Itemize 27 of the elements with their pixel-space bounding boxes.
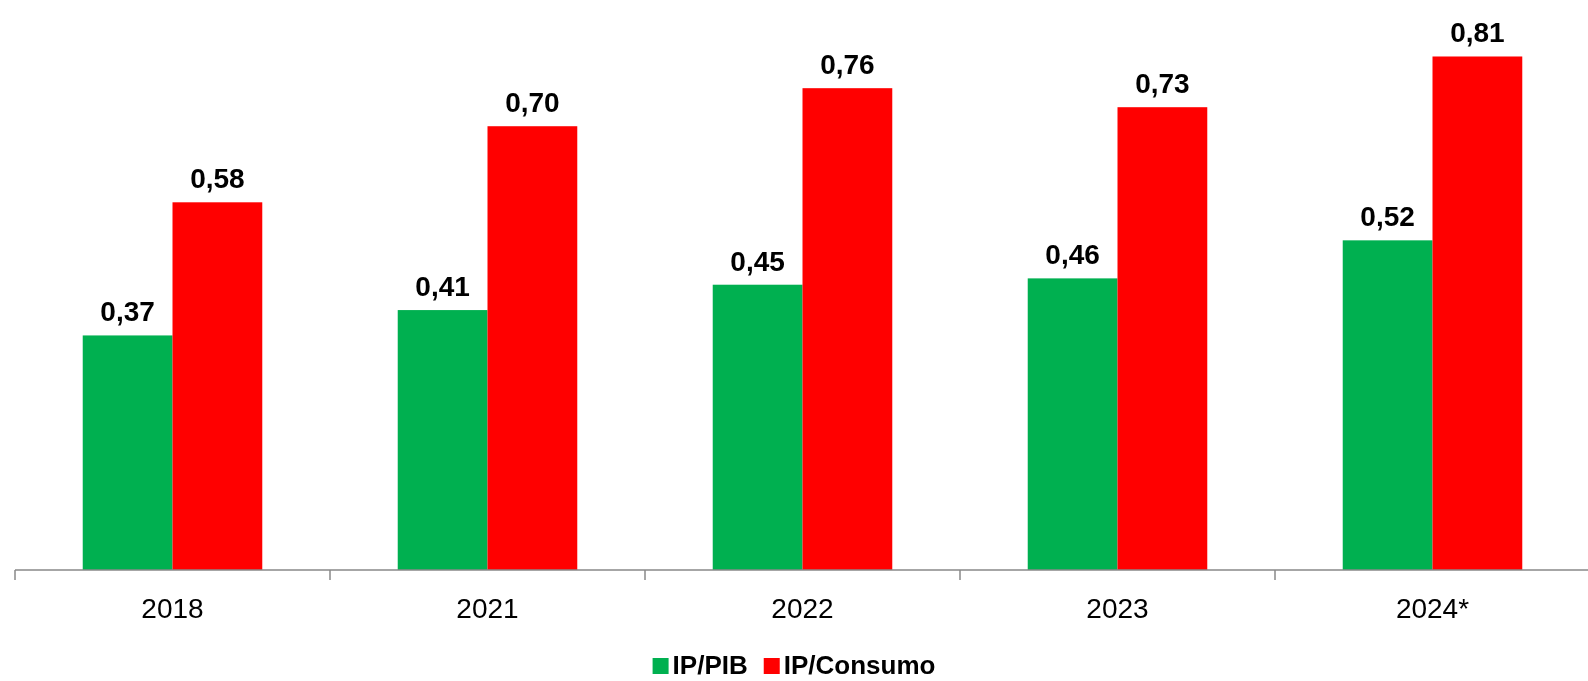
data-label: 0,52	[1360, 201, 1415, 233]
data-label: 0,70	[505, 87, 560, 119]
x-tick-label: 2022	[771, 593, 834, 624]
bar	[1432, 56, 1523, 570]
bar	[397, 310, 488, 570]
x-tick-label: 2023	[1086, 593, 1149, 624]
data-label: 0,41	[415, 271, 470, 303]
data-label: 0,45	[730, 245, 785, 277]
bar	[1342, 240, 1433, 570]
data-label: 0,76	[820, 49, 875, 81]
bar	[1027, 278, 1118, 570]
x-tick-label: 2018	[141, 593, 204, 624]
x-tick-label: 2024*	[1395, 593, 1470, 624]
x-tick-label: 2021	[456, 593, 519, 624]
data-label: 0,73	[1135, 68, 1190, 100]
bar	[712, 284, 803, 570]
data-label: 0,81	[1450, 17, 1505, 49]
bar	[172, 202, 263, 570]
bar	[1117, 107, 1208, 570]
bar	[487, 126, 578, 570]
bar	[802, 88, 893, 570]
bar	[82, 335, 173, 570]
data-label: 0,37	[100, 296, 155, 328]
data-label: 0,46	[1045, 239, 1100, 271]
legend-label: IP/Consumo	[783, 650, 936, 680]
legend-label: IP/PIB	[672, 650, 748, 680]
data-label: 0,58	[190, 163, 245, 195]
